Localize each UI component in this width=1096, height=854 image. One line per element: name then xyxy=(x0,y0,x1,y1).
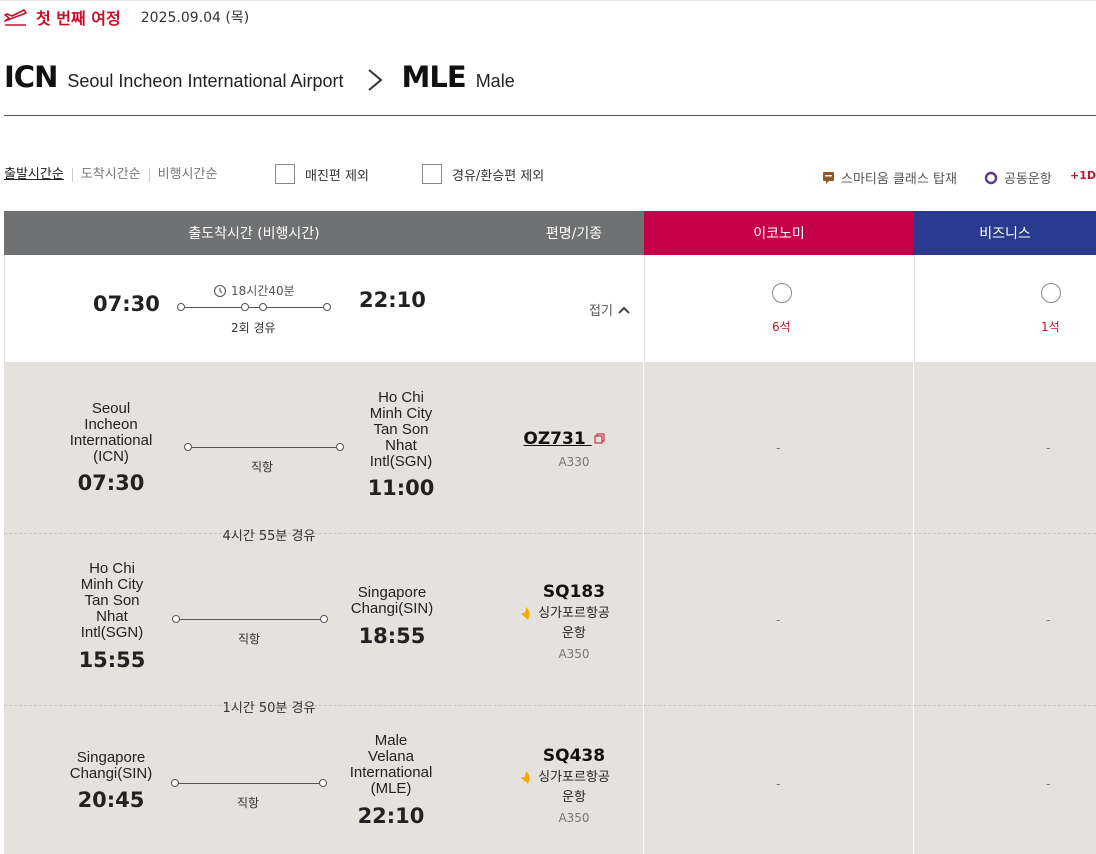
sort-options: 출발시간순 도착시간순 비행시간순 xyxy=(4,168,225,182)
segment-2-departure-airport: Ho Chi Minh City Tan Son Nhat Intl(SGN) xyxy=(80,560,144,641)
sort-duration[interactable]: 비행시간순 xyxy=(148,168,226,182)
fold-label: 접기 xyxy=(589,304,613,319)
singapore-airlines-logo-icon xyxy=(521,771,530,784)
segment-2-aircraft: A350 xyxy=(558,647,590,661)
destination-code: MLE xyxy=(401,60,467,94)
segment-2-business: - xyxy=(1046,613,1051,627)
legend-codeshare-label: 공동운항 xyxy=(1004,172,1052,187)
segment-1-arrival-time: 11:00 xyxy=(367,476,435,500)
header-time: 출도착시간 (비행시간) xyxy=(4,211,504,255)
seat-icon xyxy=(823,172,834,184)
summary-duration-text: 18시간40분 xyxy=(231,284,295,298)
filter-bar: 출발시간순 도착시간순 비행시간순 매진편 제외 경유/환승편 제외 스마티움 … xyxy=(4,164,1096,190)
segment-2-type: 직항 xyxy=(238,632,261,646)
business-seats: 1석 xyxy=(1041,320,1060,334)
exclude-transfer-label: 경유/환승편 제외 xyxy=(452,168,545,184)
timeline-dot xyxy=(323,303,331,311)
chevron-right-icon xyxy=(367,69,383,91)
top-border xyxy=(0,0,1096,1)
segment-2-economy: - xyxy=(776,613,781,627)
route-divider xyxy=(4,115,1096,116)
segment-1-aircraft: A330 xyxy=(558,455,590,469)
legend-smartium-label: 스마티움 클래스 탑재 xyxy=(841,172,957,187)
header-economy: 이코노미 xyxy=(644,211,914,255)
column-divider xyxy=(914,255,915,362)
economy-seats: 6석 xyxy=(772,320,791,334)
segment-3-departure-time: 20:45 xyxy=(77,788,145,812)
legend-codeshare: 공동운항 xyxy=(984,168,1052,187)
summary-departure-time: 07:30 xyxy=(93,292,160,316)
summary-stops: 2회 경유 xyxy=(231,321,276,335)
chevron-up-icon xyxy=(618,306,630,314)
clock-icon xyxy=(213,284,227,297)
exclude-soldout-checkbox[interactable]: 매진편 제외 xyxy=(275,164,369,184)
header-flight: 편명/기종 xyxy=(504,211,644,255)
segment-2-departure-time: 15:55 xyxy=(78,648,146,672)
segment-2-operator: 싱가포르항공 운항 xyxy=(514,604,634,644)
journey-header: 첫 번째 여정 2025.09.04 (목) xyxy=(4,6,249,28)
flight-summary-row[interactable]: 07:30 18시간40분 2회 경유 22:10 접기 6석 1석 xyxy=(4,255,1096,362)
journey-label: 첫 번째 여정 xyxy=(36,9,121,28)
segment-2-arrival-airport: Singapore Changi(SIN) xyxy=(350,584,434,617)
segment-3-flight-number[interactable]: SQ438 xyxy=(542,746,606,766)
segment-1-business: - xyxy=(1046,441,1051,455)
layover-2: 1시간 50분 경유 xyxy=(222,701,316,716)
journey-date: 2025.09.04 (목) xyxy=(140,10,250,26)
column-divider xyxy=(644,255,645,362)
segment-3-arrival-time: 22:10 xyxy=(357,804,425,828)
segment-details: Seoul Incheon International (ICN) 07:30 직항… xyxy=(4,362,1096,854)
destination-name: Male xyxy=(475,71,515,91)
layover-1: 4시간 55분 경유 xyxy=(222,529,316,544)
fold-toggle[interactable]: 접기 xyxy=(589,300,630,319)
plane-icon xyxy=(4,9,27,26)
route-header: ICN Seoul Incheon International Airport … xyxy=(4,60,515,100)
segment-3-timeline xyxy=(171,779,327,787)
summary-arrival-time: 22:10 xyxy=(359,288,426,312)
layover-divider xyxy=(4,705,1096,706)
segment-1-type: 직항 xyxy=(251,460,274,474)
segment-3-economy: - xyxy=(776,777,781,791)
sort-departure[interactable]: 출발시간순 xyxy=(4,167,64,182)
singapore-airlines-logo-icon xyxy=(521,607,530,620)
business-fare-radio[interactable] xyxy=(1041,283,1061,303)
segment-3-departure-airport: Singapore Changi(SIN) xyxy=(69,749,153,782)
segment-3-operator: 싱가포르항공 운항 xyxy=(514,768,634,808)
segment-2-timeline xyxy=(172,615,328,623)
timeline-dot xyxy=(259,303,267,311)
segment-1-arrival-airport: Ho Chi Minh City Tan Son Nhat Intl(SGN) xyxy=(369,389,433,470)
origin-name: Seoul Incheon International Airport xyxy=(67,71,344,91)
sort-arrival[interactable]: 도착시간순 xyxy=(71,168,149,182)
timeline-dot xyxy=(177,303,185,311)
segment-1-timeline xyxy=(184,443,344,451)
origin-code: ICN xyxy=(4,60,58,94)
segment-3-aircraft: A350 xyxy=(558,811,590,825)
segment-2-arrival-time: 18:55 xyxy=(358,624,426,648)
segment-1-flight-number[interactable]: OZ731 xyxy=(504,429,624,449)
exclude-soldout-label: 매진편 제외 xyxy=(305,168,369,184)
checkbox-box[interactable] xyxy=(275,164,295,184)
segment-2-flight-number[interactable]: SQ183 xyxy=(542,582,606,602)
header-business: 비즈니스 xyxy=(914,211,1096,255)
summary-timeline xyxy=(177,303,331,311)
segment-3-type: 직항 xyxy=(237,796,260,810)
timeline-dot xyxy=(241,303,249,311)
economy-fare-radio[interactable] xyxy=(772,283,792,303)
copy-icon xyxy=(594,433,605,444)
layover-divider xyxy=(4,533,1096,534)
codeshare-circle-icon xyxy=(984,171,998,184)
segment-1-economy: - xyxy=(776,441,781,455)
summary-duration: 18시간40분 xyxy=(213,282,295,299)
segment-3-arrival-airport: Male Velana International (MLE) xyxy=(349,732,433,797)
segment-1-departure-airport: Seoul Incheon International (ICN) xyxy=(69,400,153,465)
segment-3-business: - xyxy=(1046,777,1051,791)
column-divider xyxy=(643,362,644,854)
exclude-transfer-checkbox[interactable]: 경유/환승편 제외 xyxy=(422,164,544,184)
legend-nextday: +1D xyxy=(1069,169,1096,182)
checkbox-box[interactable] xyxy=(422,164,442,184)
table-header: 출도착시간 (비행시간) 편명/기종 이코노미 비즈니스 xyxy=(4,211,1096,255)
segment-1-departure-time: 07:30 xyxy=(77,471,145,495)
legend-smartium: 스마티움 클래스 탑재 xyxy=(822,168,957,187)
column-divider xyxy=(913,362,914,854)
